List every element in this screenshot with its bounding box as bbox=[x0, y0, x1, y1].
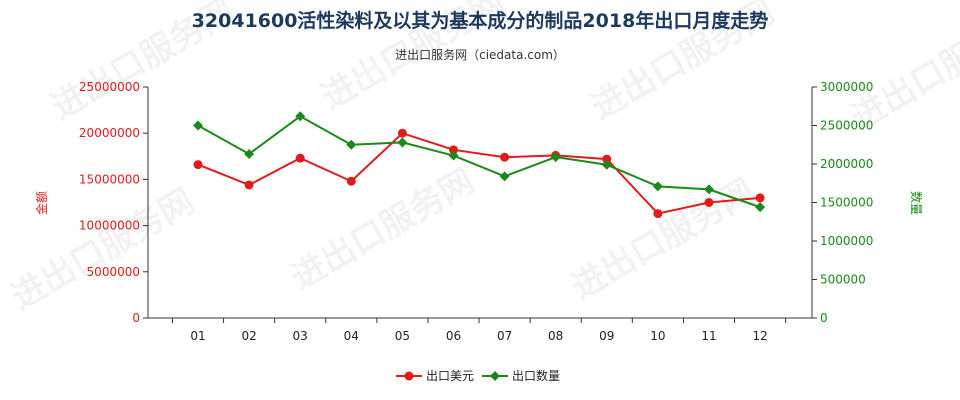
data-point-amount bbox=[755, 193, 765, 203]
x-tick-label: 10 bbox=[650, 329, 665, 343]
series-line-amount bbox=[197, 132, 761, 215]
y-left-tick-label: 0 bbox=[132, 311, 140, 325]
axes: 0500000010000000150000002000000025000000… bbox=[34, 80, 924, 343]
watermark-text: 进出口服务网 bbox=[565, 171, 762, 308]
watermark-text: 进出口服务网 bbox=[845, 1, 960, 138]
watermark-text: 进出口服务网 bbox=[5, 181, 202, 318]
data-point-amount bbox=[449, 145, 458, 155]
y-right-tick-label: 2500000 bbox=[820, 119, 873, 133]
data-point-quantity bbox=[652, 181, 663, 192]
y-left-axis-title: 金额 bbox=[34, 191, 49, 215]
x-tick-label: 08 bbox=[548, 329, 563, 343]
x-tick-label: 11 bbox=[701, 329, 716, 343]
y-right-tick-label: 3000000 bbox=[820, 80, 873, 94]
legend: 出口美元 出口数量 bbox=[396, 368, 560, 383]
data-point-amount bbox=[704, 198, 714, 207]
x-tick-label: 12 bbox=[752, 329, 767, 343]
watermark-text: 进出口服务网 bbox=[315, 0, 512, 118]
data-point-amount bbox=[193, 160, 203, 170]
y-right-tick-label: 1500000 bbox=[820, 196, 873, 210]
legend-label-amount: 出口美元 bbox=[426, 369, 474, 383]
series-line-quantity bbox=[197, 115, 761, 209]
data-point-quantity bbox=[499, 171, 510, 182]
data-point-quantity bbox=[193, 120, 203, 131]
data-point-amount bbox=[397, 128, 407, 138]
x-tick-label: 04 bbox=[344, 329, 359, 343]
legend-label-quantity: 出口数量 bbox=[512, 368, 560, 383]
watermark-text: 进出口服务网 bbox=[585, 0, 782, 128]
data-point-amount bbox=[244, 180, 254, 190]
data-point-amount bbox=[346, 176, 356, 186]
data-point-amount bbox=[653, 209, 663, 219]
data-point-amount bbox=[500, 152, 510, 162]
watermark-text: 进出口服务网 bbox=[285, 161, 482, 298]
chart-title: 32041600活性染料及以其为基本成分的制品2018年出口月度走势 bbox=[191, 10, 769, 32]
y-right-tick-label: 0 bbox=[820, 311, 828, 325]
data-point-quantity bbox=[397, 137, 408, 148]
data-point-quantity bbox=[295, 111, 306, 122]
data-point-quantity bbox=[704, 184, 714, 195]
y-left-tick-label: 5000000 bbox=[87, 265, 140, 279]
x-tick-label: 05 bbox=[395, 329, 410, 343]
y-right-tick-label: 500000 bbox=[820, 273, 866, 287]
legend-marker-amount bbox=[404, 371, 414, 381]
watermark-text: 进出口服务网 bbox=[45, 0, 242, 128]
y-right-tick-label: 2000000 bbox=[820, 157, 873, 171]
series-layer bbox=[193, 111, 766, 219]
data-point-quantity bbox=[244, 148, 255, 159]
legend-marker-quantity bbox=[490, 371, 500, 381]
chart-subtitle: 进出口服务网（ciedata.com） bbox=[395, 48, 565, 62]
x-tick-label: 02 bbox=[241, 329, 256, 343]
data-point-amount bbox=[295, 153, 305, 163]
y-right-tick-label: 1000000 bbox=[820, 234, 873, 248]
data-point-quantity bbox=[601, 159, 612, 170]
y-left-tick-label: 15000000 bbox=[79, 172, 140, 186]
y-left-tick-label: 10000000 bbox=[79, 219, 140, 233]
data-point-quantity bbox=[448, 150, 459, 161]
data-point-amount bbox=[602, 154, 612, 164]
x-tick-label: 01 bbox=[190, 329, 205, 343]
x-tick-label: 07 bbox=[497, 329, 512, 343]
data-point-quantity bbox=[550, 152, 561, 163]
y-right-axis-title: 数量 bbox=[909, 191, 924, 215]
data-point-quantity bbox=[346, 139, 357, 150]
x-tick-label: 09 bbox=[599, 329, 614, 343]
y-left-tick-label: 25000000 bbox=[79, 80, 140, 94]
y-left-tick-label: 20000000 bbox=[79, 126, 140, 140]
data-point-quantity bbox=[755, 202, 766, 213]
x-tick-label: 03 bbox=[293, 329, 308, 343]
x-tick-label: 06 bbox=[446, 329, 461, 343]
